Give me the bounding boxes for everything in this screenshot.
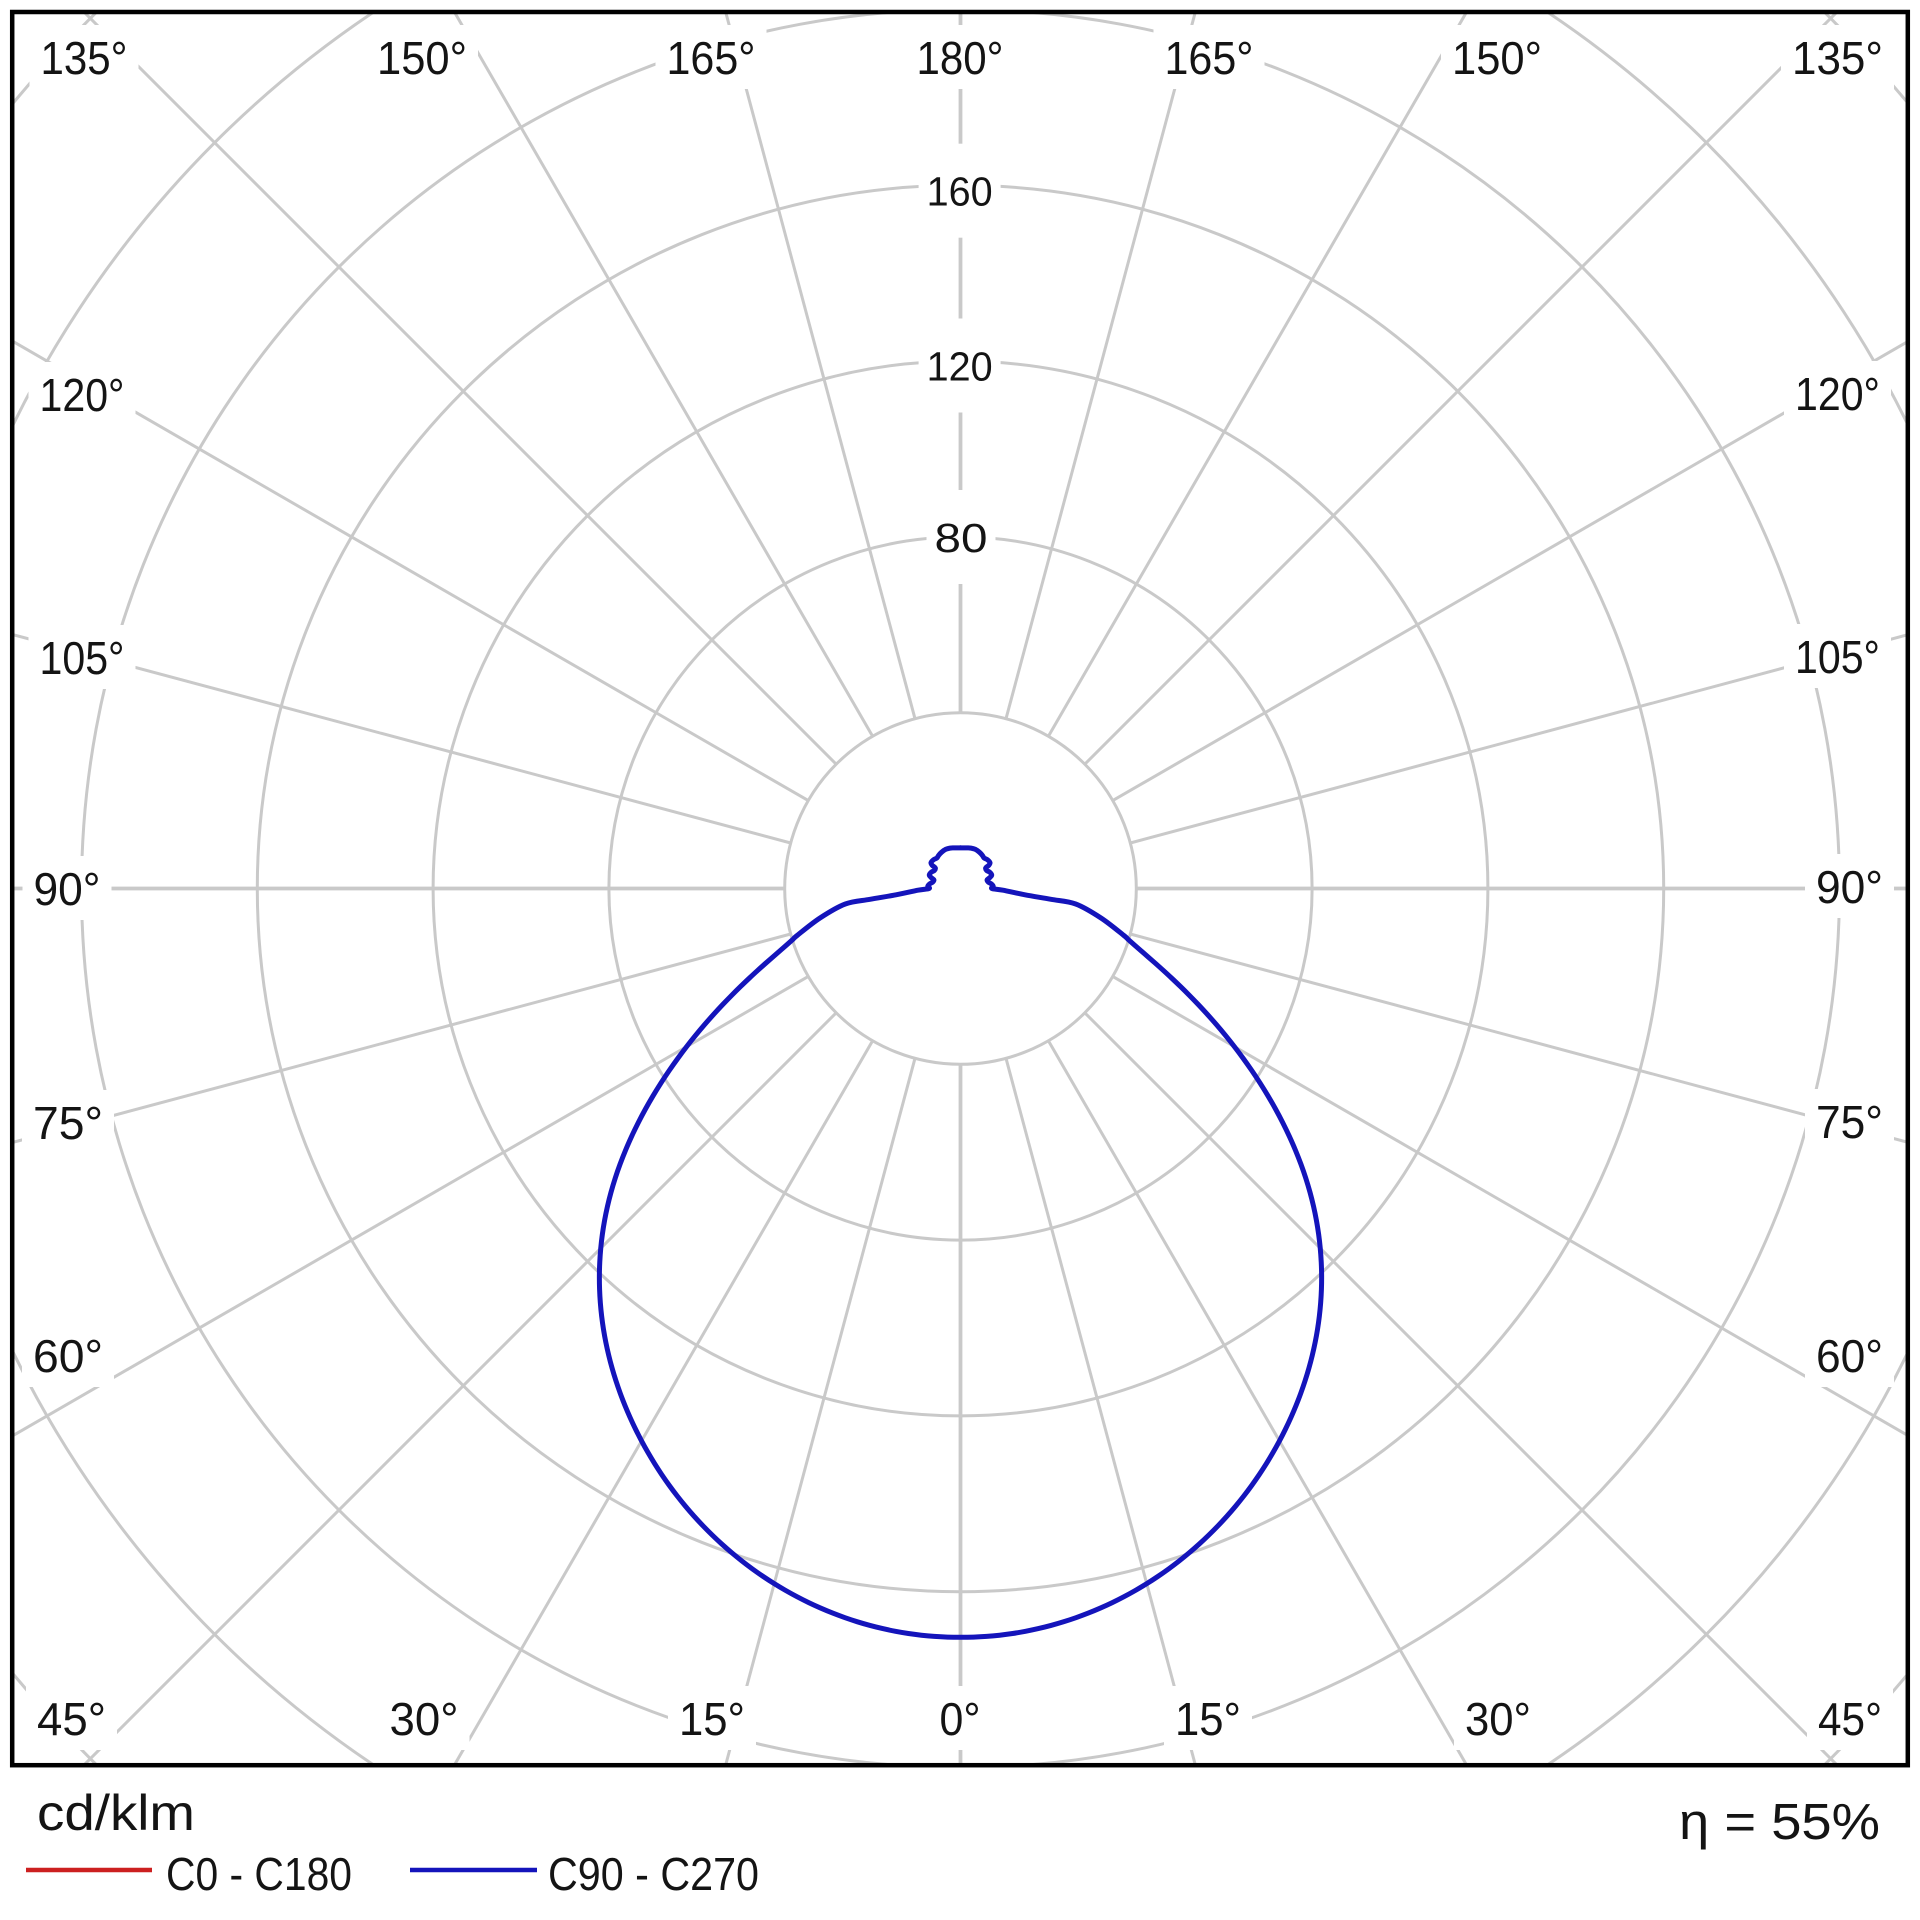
svg-text:165°: 165° — [667, 32, 756, 84]
svg-text:80: 80 — [935, 515, 988, 561]
svg-text:135°: 135° — [1792, 32, 1883, 84]
svg-text:165°: 165° — [1165, 32, 1254, 84]
svg-text:90°: 90° — [1816, 861, 1883, 913]
svg-text:75°: 75° — [1816, 1096, 1883, 1148]
svg-text:15°: 15° — [1175, 1693, 1241, 1745]
svg-text:60°: 60° — [33, 1330, 103, 1382]
svg-text:120°: 120° — [1795, 368, 1880, 420]
svg-text:150°: 150° — [377, 32, 467, 84]
svg-text:105°: 105° — [40, 632, 125, 684]
svg-text:0°: 0° — [940, 1693, 981, 1745]
svg-text:45°: 45° — [1818, 1693, 1882, 1745]
svg-text:15°: 15° — [679, 1693, 745, 1745]
svg-text:90°: 90° — [34, 863, 101, 915]
svg-text:45°: 45° — [37, 1693, 106, 1745]
svg-text:150°: 150° — [1452, 32, 1542, 84]
svg-text:η = 55%: η = 55% — [1679, 1793, 1880, 1850]
svg-text:C0 - C180: C0 - C180 — [166, 1848, 352, 1900]
svg-text:C90 - C270: C90 - C270 — [548, 1848, 759, 1900]
svg-text:135°: 135° — [41, 32, 128, 84]
svg-text:120°: 120° — [40, 369, 125, 421]
svg-text:75°: 75° — [33, 1097, 103, 1149]
svg-text:30°: 30° — [1465, 1693, 1531, 1745]
svg-text:cd/klm: cd/klm — [37, 1785, 195, 1841]
svg-text:60°: 60° — [1816, 1330, 1883, 1382]
svg-text:160: 160 — [927, 169, 993, 215]
svg-text:180°: 180° — [917, 32, 1004, 84]
svg-text:30°: 30° — [390, 1693, 459, 1745]
svg-text:105°: 105° — [1795, 631, 1880, 683]
svg-text:120: 120 — [927, 344, 993, 390]
